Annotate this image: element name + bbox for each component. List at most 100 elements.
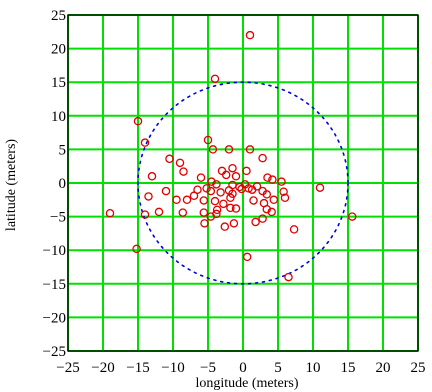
data-point <box>132 244 141 254</box>
data-point <box>289 225 299 234</box>
data-point <box>258 214 267 223</box>
y-tick-label: −20 <box>43 310 66 326</box>
data-point <box>206 186 216 196</box>
data-point <box>216 188 225 197</box>
y-tick-label: 15 <box>51 75 66 91</box>
x-tick-label: −15 <box>126 360 149 376</box>
data-point <box>212 209 221 219</box>
x-tick-labels: −25 −20 −15 −10 −5 0 5 10 15 20 25 <box>56 360 425 376</box>
data-point <box>193 185 202 194</box>
data-point <box>242 166 251 176</box>
x-tick-label: −25 <box>56 360 79 376</box>
data-point <box>172 195 181 205</box>
data-point <box>105 208 115 218</box>
data-point <box>161 186 171 196</box>
x-tick-label: 0 <box>239 360 247 376</box>
data-point <box>237 184 246 194</box>
data-point <box>268 175 277 184</box>
data-point <box>199 196 209 205</box>
grid <box>67 14 419 352</box>
data-point <box>208 145 218 154</box>
data-point <box>347 212 357 221</box>
data-point <box>178 208 188 217</box>
x-tick-label: 20 <box>376 360 391 376</box>
data-point <box>219 199 228 209</box>
data-point <box>175 158 185 168</box>
data-point <box>251 217 260 227</box>
data-point <box>226 203 235 213</box>
data-point <box>229 219 239 228</box>
y-tick-label: −10 <box>43 243 66 259</box>
data-point <box>315 183 325 192</box>
x-tick-label: −10 <box>161 360 184 376</box>
x-tick-label: 15 <box>341 360 356 376</box>
y-tick-label: 0 <box>59 176 67 192</box>
x-axis-title: longitude (meters) <box>195 376 298 391</box>
data-point <box>212 205 222 215</box>
data-point <box>144 192 153 201</box>
data-point <box>280 193 290 203</box>
y-tick-label: 10 <box>51 109 66 125</box>
data-point <box>182 195 192 205</box>
data-point <box>245 30 255 40</box>
y-tick-label: −5 <box>50 210 66 226</box>
data-point <box>242 252 252 262</box>
plot-frame-rect <box>67 14 419 352</box>
data-point <box>226 193 235 203</box>
data-point <box>228 189 237 199</box>
data-points <box>105 30 357 282</box>
plot-frame <box>67 14 419 352</box>
data-point <box>263 173 272 182</box>
y-tick-label: −25 <box>43 344 66 360</box>
x-tick-label: −5 <box>200 360 216 376</box>
x-tick-label: −20 <box>91 360 114 376</box>
y-axis-title: latitude (meters) <box>4 139 19 231</box>
data-point <box>210 74 220 84</box>
y-tick-label: 5 <box>59 142 67 158</box>
data-point <box>221 170 231 180</box>
data-point <box>249 196 258 205</box>
data-point <box>140 138 150 147</box>
data-point <box>245 145 255 154</box>
data-point <box>277 177 286 186</box>
data-point <box>258 153 267 163</box>
data-point <box>140 210 150 219</box>
data-point <box>202 184 211 193</box>
data-point <box>200 219 209 228</box>
x-tick-label: 10 <box>306 360 321 376</box>
data-point <box>269 195 279 205</box>
x-tick-label: 25 <box>411 360 426 376</box>
data-point <box>279 187 288 196</box>
reference-circle-layer <box>137 81 349 285</box>
data-point <box>228 163 237 173</box>
x-tick-label: 5 <box>274 360 282 376</box>
data-point <box>212 180 221 189</box>
data-point <box>224 145 234 154</box>
data-point <box>284 272 293 282</box>
data-point <box>165 154 174 164</box>
data-point <box>154 207 164 217</box>
data-point <box>179 167 188 176</box>
data-point <box>217 166 227 176</box>
y-tick-label: 25 <box>51 8 66 24</box>
data-point <box>262 204 272 214</box>
data-point <box>231 172 241 181</box>
data-point <box>199 208 209 217</box>
data-point <box>262 190 272 199</box>
data-point <box>203 135 213 145</box>
data-point <box>207 177 216 186</box>
y-tick-label: 20 <box>51 42 66 58</box>
data-point <box>247 185 257 194</box>
data-point <box>220 222 230 231</box>
data-point <box>235 182 244 192</box>
y-tick-labels: −25 −20 −15 −10 −5 0 5 10 15 20 25 <box>43 8 66 360</box>
data-point <box>267 207 276 217</box>
data-point <box>196 173 206 182</box>
data-point <box>189 191 199 201</box>
data-point <box>133 116 143 126</box>
y-tick-label: −15 <box>43 277 66 293</box>
reference-circle <box>137 81 349 285</box>
data-point <box>147 172 157 181</box>
data-point <box>210 196 220 206</box>
